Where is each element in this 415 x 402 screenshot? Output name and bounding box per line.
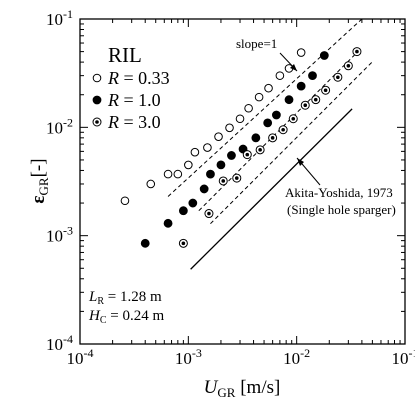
x-tick-label: 10-1 bbox=[392, 346, 415, 368]
x-tick-label: 10-3 bbox=[175, 346, 202, 368]
data-point bbox=[263, 118, 273, 128]
axis-ticks bbox=[79, 18, 406, 345]
data-point bbox=[199, 184, 209, 194]
data-point bbox=[140, 238, 150, 248]
condition-hc: HC = 0.24 m bbox=[88, 308, 164, 326]
plot-frame bbox=[79, 18, 406, 345]
dashed-fit-line bbox=[210, 61, 373, 225]
data-point-inner bbox=[181, 241, 186, 246]
data-point bbox=[300, 100, 310, 110]
y-tick-label: 10-4 bbox=[46, 332, 73, 354]
data-points bbox=[120, 47, 362, 248]
data-point bbox=[271, 110, 281, 120]
x-tick-labels: 10-4 10-3 10-2 10-1 bbox=[67, 346, 415, 368]
data-point bbox=[190, 147, 200, 157]
data-point bbox=[146, 179, 156, 189]
legend-title: RIL bbox=[108, 43, 142, 67]
data-point-inner bbox=[355, 49, 359, 54]
data-point bbox=[214, 132, 223, 141]
data-point bbox=[227, 151, 236, 160]
legend-label: R = 1.0 bbox=[107, 90, 161, 110]
y-tick-label: 10-2 bbox=[46, 115, 73, 137]
data-point bbox=[284, 95, 294, 105]
data-point bbox=[203, 143, 212, 152]
x-tick-label: 10-4 bbox=[67, 346, 94, 368]
data-point bbox=[352, 47, 362, 57]
x-tick-label: 10-2 bbox=[283, 346, 310, 368]
data-point bbox=[163, 218, 173, 228]
data-point bbox=[184, 160, 193, 170]
data-point-inner bbox=[258, 148, 262, 152]
data-point bbox=[319, 51, 329, 60]
y-tick-label: 10-1 bbox=[46, 7, 73, 29]
data-point bbox=[254, 92, 264, 102]
data-point-inner bbox=[346, 63, 351, 68]
slope-arrowhead bbox=[290, 64, 297, 71]
data-point-inner bbox=[245, 152, 250, 157]
data-point bbox=[333, 72, 343, 82]
data-point bbox=[288, 114, 298, 124]
data-point bbox=[251, 133, 261, 143]
reference-arrowhead bbox=[297, 158, 304, 166]
data-point bbox=[232, 173, 242, 183]
data-point bbox=[275, 71, 285, 80]
data-point bbox=[92, 73, 102, 83]
legend-label: R = 3.0 bbox=[107, 112, 161, 132]
data-point bbox=[178, 206, 188, 216]
data-point bbox=[321, 85, 331, 95]
data-point bbox=[163, 169, 173, 179]
data-point bbox=[278, 125, 288, 135]
data-point bbox=[120, 196, 130, 206]
legend: R = 0.33R = 1.0R = 3.0 bbox=[92, 68, 170, 132]
data-point bbox=[92, 95, 102, 105]
fit-lines bbox=[167, 18, 373, 270]
data-point bbox=[296, 81, 306, 91]
data-point bbox=[225, 123, 234, 133]
data-point-inner bbox=[303, 103, 308, 108]
data-point-inner bbox=[281, 127, 285, 132]
data-point bbox=[255, 145, 265, 155]
data-point bbox=[216, 160, 226, 170]
data-point bbox=[178, 238, 188, 248]
data-point-inner bbox=[291, 116, 296, 121]
data-point bbox=[188, 198, 198, 208]
data-point bbox=[204, 209, 214, 219]
reference-label-sub: (Single hole sparger) bbox=[287, 202, 396, 217]
reference-label: Akita-Yoshida, 1973 bbox=[285, 185, 393, 200]
dashed-fit-line bbox=[167, 18, 363, 197]
data-point bbox=[235, 114, 245, 124]
reference-line bbox=[190, 108, 353, 270]
data-point bbox=[268, 133, 278, 143]
data-point bbox=[311, 95, 321, 105]
legend-label: R = 0.33 bbox=[107, 68, 170, 88]
slope-annotation: slope=1 bbox=[236, 36, 277, 51]
data-point-inner bbox=[95, 120, 99, 124]
y-tick-label: 10-3 bbox=[46, 224, 73, 246]
data-point bbox=[264, 83, 273, 93]
condition-lr: LR = 1.28 m bbox=[88, 289, 162, 307]
data-point bbox=[92, 117, 102, 127]
data-point-inner bbox=[336, 75, 340, 80]
data-point-inner bbox=[323, 88, 328, 93]
data-point bbox=[206, 169, 215, 179]
data-point-inner bbox=[270, 136, 275, 140]
data-point bbox=[218, 176, 228, 186]
data-point bbox=[296, 48, 306, 57]
y-tick-labels: 10-4 10-3 10-2 10-1 bbox=[46, 7, 73, 354]
x-axis-label: UGR [m/s] bbox=[204, 377, 281, 400]
data-point bbox=[244, 103, 253, 113]
y-axis-label: εGR[-] bbox=[28, 158, 51, 203]
data-point-inner bbox=[221, 179, 226, 183]
data-point-inner bbox=[207, 211, 211, 216]
data-point bbox=[173, 169, 183, 179]
data-point-inner bbox=[234, 176, 239, 180]
data-point-inner bbox=[313, 97, 318, 102]
data-point bbox=[308, 71, 317, 81]
data-point bbox=[242, 150, 252, 160]
data-point bbox=[343, 61, 353, 71]
